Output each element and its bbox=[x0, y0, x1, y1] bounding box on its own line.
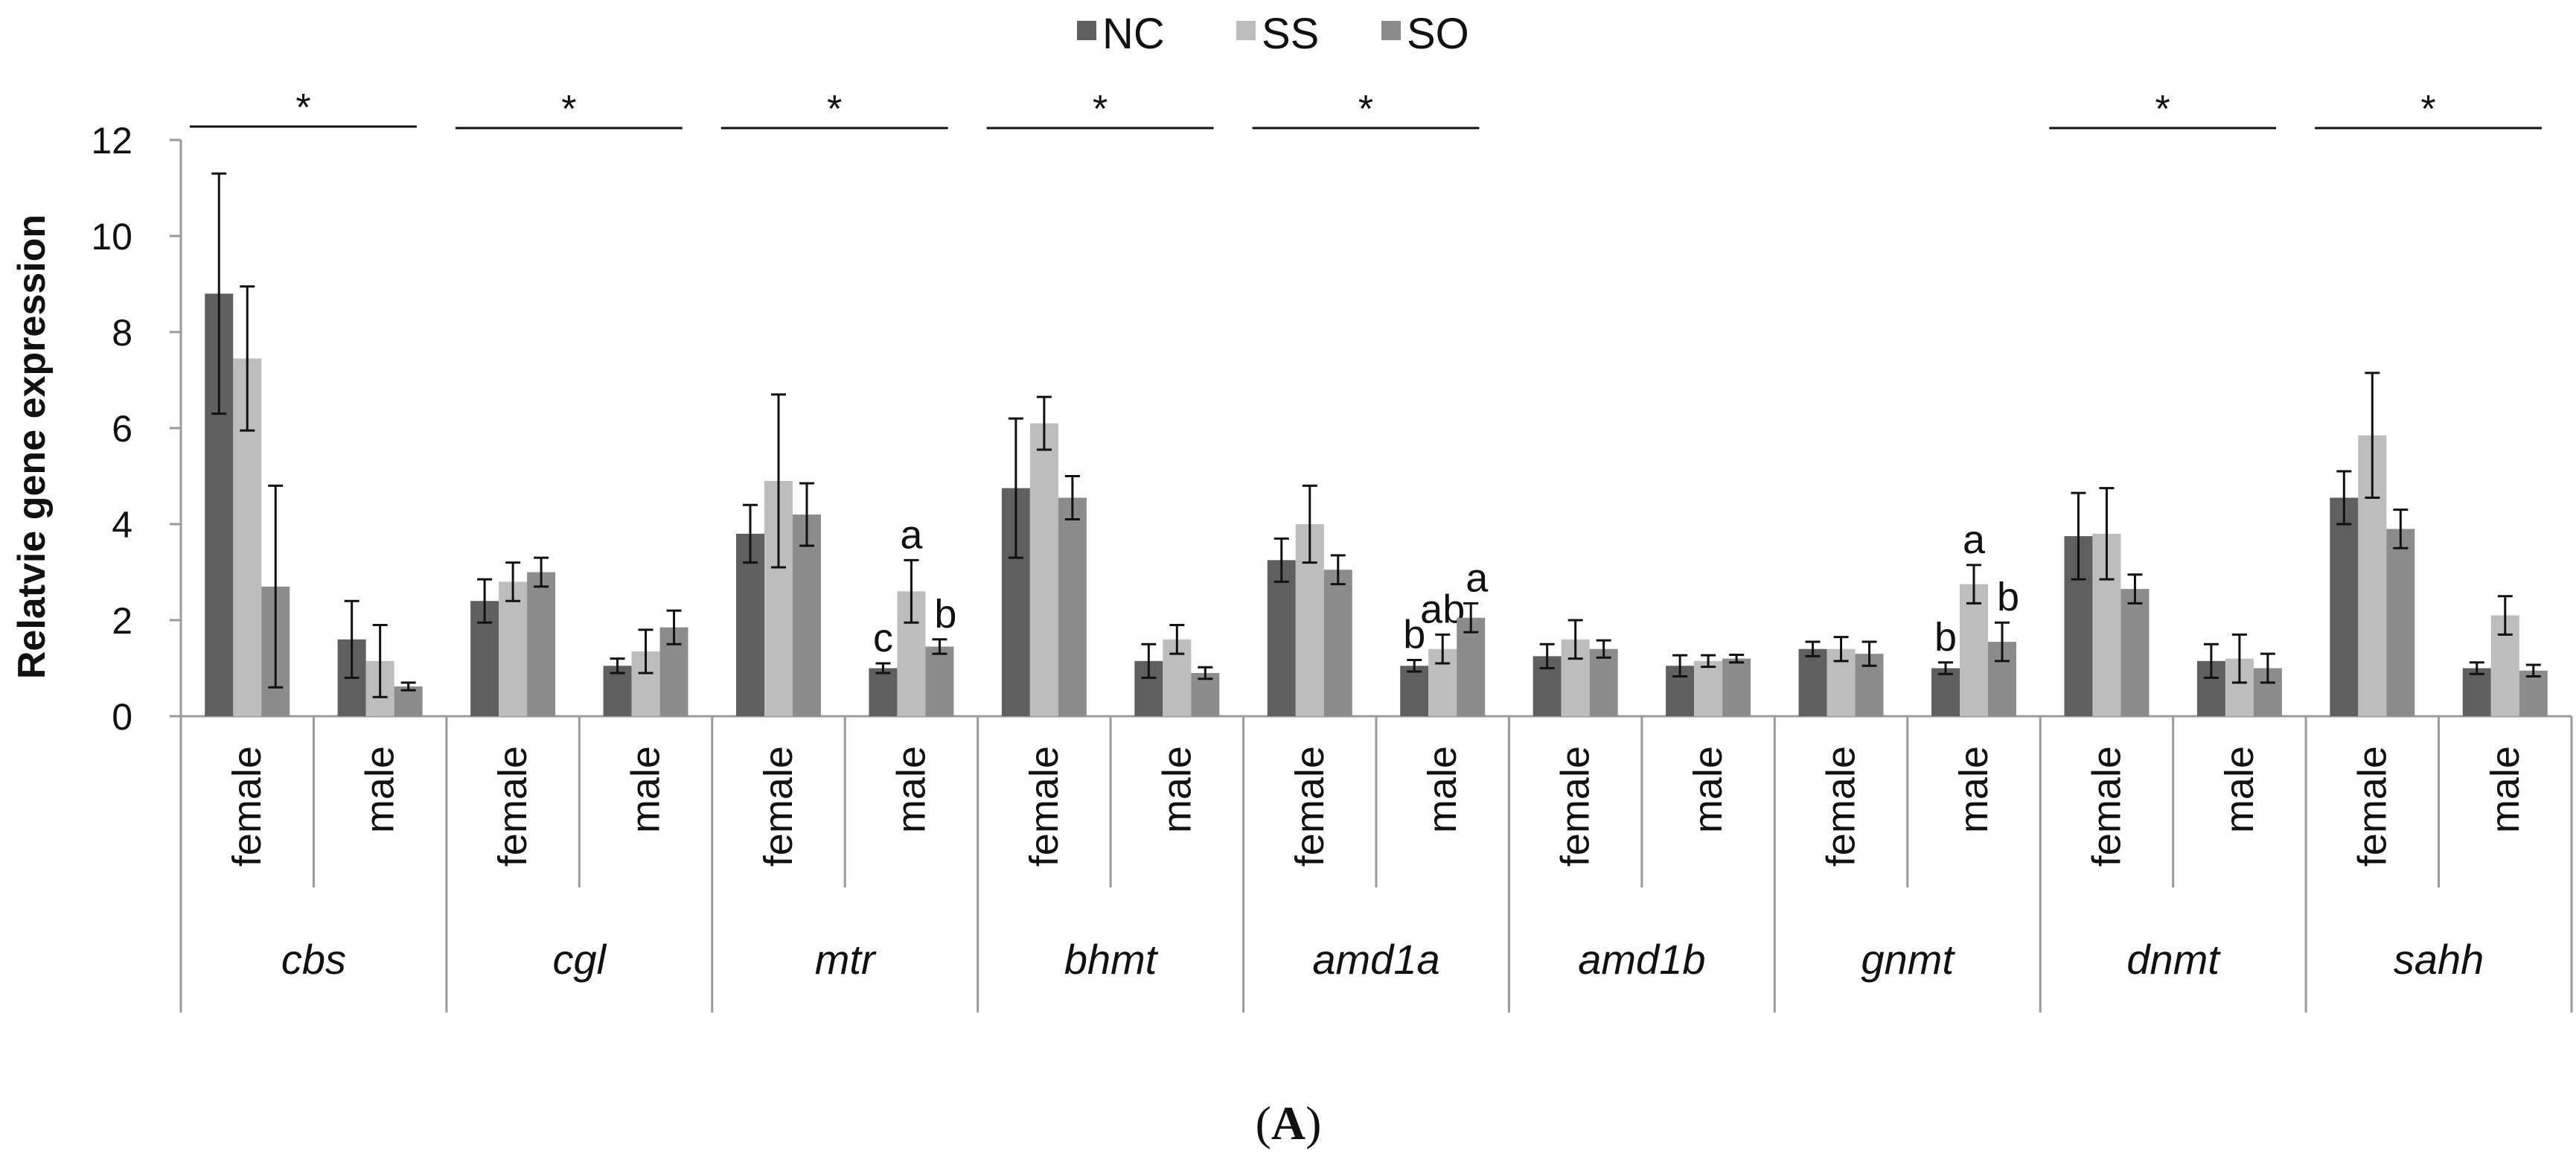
significance-star: * bbox=[1358, 88, 1373, 131]
bar-SO bbox=[925, 646, 954, 716]
bar-SO bbox=[1191, 672, 1220, 716]
bar-SS bbox=[1960, 584, 1988, 716]
significance-letter: c bbox=[873, 616, 893, 660]
gene-label: dnmt bbox=[2126, 936, 2221, 983]
significance-star: * bbox=[561, 88, 576, 131]
bar-NC bbox=[1798, 648, 1827, 716]
bar-NC bbox=[736, 533, 764, 716]
sex-label: male bbox=[2217, 746, 2262, 833]
significance-letter: a bbox=[1466, 555, 1489, 600]
bar-SO bbox=[2519, 670, 2548, 716]
bar-NC bbox=[1931, 668, 1960, 716]
y-tick-label: 2 bbox=[112, 600, 132, 642]
sex-label: male bbox=[1952, 746, 1996, 833]
gene-label: bhmt bbox=[1064, 936, 1159, 983]
sex-label: female bbox=[1553, 746, 1598, 867]
gene-label: sahh bbox=[2394, 936, 2484, 983]
significance-star: * bbox=[2420, 88, 2435, 131]
sex-label: female bbox=[1288, 746, 1332, 867]
panel-label-letter: A bbox=[1271, 1097, 1305, 1150]
plot-area: cbs * female male cgl * female male mtr * female ma… bbox=[170, 86, 2573, 1013]
sex-label: male bbox=[1154, 746, 1199, 833]
sex-label: male bbox=[2483, 746, 2528, 833]
y-tick-label: 4 bbox=[112, 504, 132, 546]
sex-label: female bbox=[225, 746, 269, 867]
bar-SO bbox=[1457, 617, 1486, 716]
y-tick-label: 0 bbox=[112, 696, 132, 738]
significance-letter: b bbox=[934, 592, 956, 637]
bar-NC bbox=[603, 666, 632, 716]
bar-NC bbox=[869, 668, 898, 716]
panel-label: (A) bbox=[1256, 1097, 1322, 1150]
panel-label-open: ( bbox=[1256, 1097, 1271, 1150]
legend-label-NC: NC bbox=[1102, 10, 1165, 58]
bar-SO bbox=[1323, 570, 1352, 716]
sex-label: male bbox=[624, 746, 668, 833]
sex-label: male bbox=[889, 746, 933, 833]
sex-label: male bbox=[358, 746, 403, 833]
legend-swatch-NC bbox=[1077, 21, 1096, 40]
bar-SO bbox=[527, 572, 556, 716]
legend-swatch-SS bbox=[1236, 21, 1256, 40]
significance-letter: b bbox=[1934, 615, 1957, 660]
bar-SS bbox=[1694, 660, 1723, 716]
y-tick-label: 10 bbox=[91, 216, 132, 258]
bar-SS bbox=[1029, 423, 1058, 716]
gene-label: cbs bbox=[281, 936, 346, 983]
bar-SO bbox=[2386, 529, 2415, 716]
bar-NC bbox=[1267, 560, 1296, 716]
legend-swatch-SO bbox=[1381, 21, 1401, 40]
bar-SO bbox=[1589, 648, 1618, 716]
bar-SO bbox=[394, 686, 423, 716]
legend-label-SO: SO bbox=[1407, 10, 1469, 58]
bar-SS bbox=[499, 581, 528, 716]
y-tick-label: 12 bbox=[91, 120, 132, 162]
gene-label: amd1b bbox=[1578, 936, 1705, 983]
significance-letter: a bbox=[900, 512, 923, 557]
sex-label: male bbox=[1686, 746, 1730, 833]
bar-NC bbox=[1400, 666, 1429, 716]
y-axis-label: Relatvie gene expression bbox=[10, 214, 54, 679]
gene-label: amd1a bbox=[1312, 936, 1439, 983]
gene-label: mtr bbox=[815, 936, 877, 983]
y-tick-labels: 0 2 4 6 8 10 12 bbox=[91, 120, 132, 738]
significance-letter: b bbox=[1403, 613, 1425, 657]
sex-label: female bbox=[2084, 746, 2129, 867]
sex-label: female bbox=[1022, 746, 1067, 867]
legend: NC SS SO bbox=[1077, 10, 1469, 58]
bar-SO bbox=[2120, 589, 2150, 716]
y-tick-label: 6 bbox=[112, 408, 132, 450]
sex-label: female bbox=[756, 746, 801, 867]
significance-star: * bbox=[827, 88, 842, 131]
significance-letter: b bbox=[1997, 575, 2019, 619]
legend-label-SS: SS bbox=[1262, 10, 1319, 58]
sex-label: female bbox=[490, 746, 535, 867]
bar-SO bbox=[793, 514, 821, 716]
y-tick-label: 8 bbox=[112, 312, 132, 354]
sex-label: female bbox=[1819, 746, 1864, 867]
gene-label: gnmt bbox=[1861, 936, 1956, 983]
significance-star: * bbox=[2155, 88, 2170, 131]
gene-label: cgl bbox=[553, 936, 607, 983]
bar-SO bbox=[1722, 658, 1751, 716]
significance-letter: a bbox=[1963, 517, 1986, 562]
significance-star: * bbox=[295, 86, 310, 130]
sex-label: female bbox=[2350, 746, 2394, 867]
sex-label: male bbox=[1420, 746, 1465, 833]
panel-label-close: ) bbox=[1305, 1097, 1321, 1150]
bar-SO bbox=[1058, 497, 1087, 716]
significance-star: * bbox=[1093, 88, 1108, 131]
bar-NC bbox=[2330, 497, 2359, 716]
bar-NC bbox=[2462, 668, 2491, 716]
